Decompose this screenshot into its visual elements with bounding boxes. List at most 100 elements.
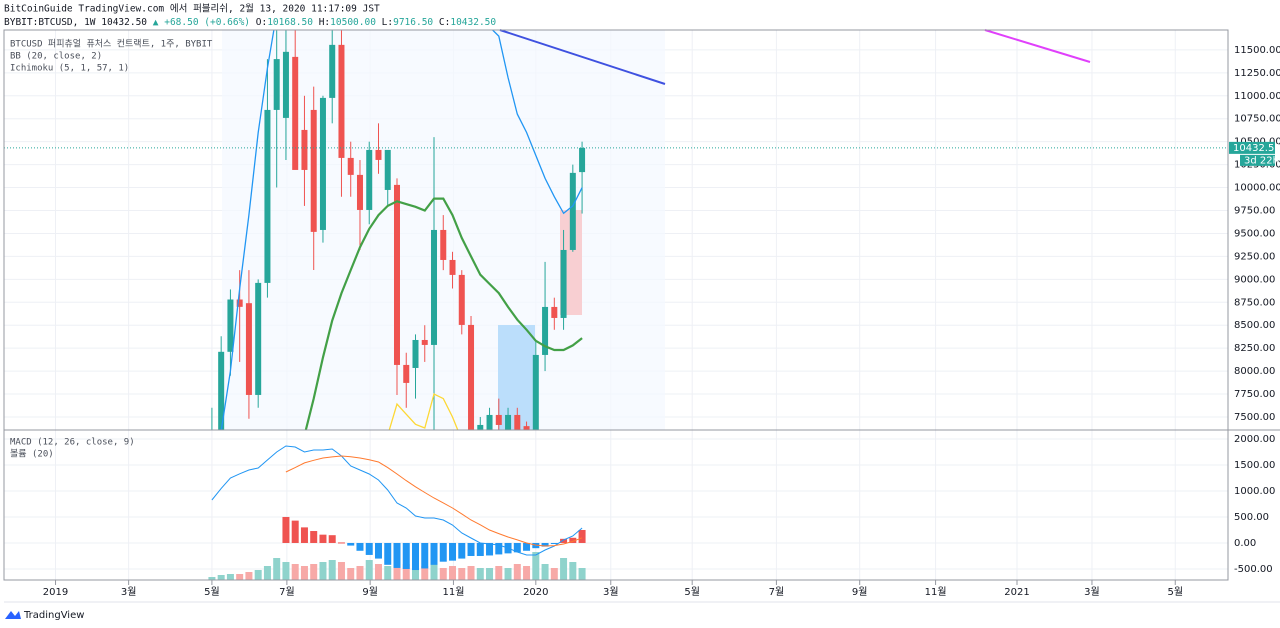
volume-bar (319, 562, 327, 580)
volume-bar (560, 558, 568, 580)
volume-bar (236, 574, 244, 580)
candle-body (551, 306, 558, 318)
volume-bar (245, 572, 253, 580)
x-tick-label: 7월 (279, 586, 295, 598)
y-tick-label: 10000.00 (1234, 183, 1280, 194)
histogram-bar (569, 537, 577, 543)
histogram-bar (365, 542, 373, 555)
volume-bar (226, 574, 234, 580)
x-tick-label: 2019 (43, 587, 68, 598)
x-tick-label: 3월 (603, 586, 619, 598)
logo: TradingView (5, 610, 84, 621)
candle-body (273, 59, 280, 110)
y-tick-label: 7500.00 (1234, 412, 1275, 423)
arrow: ▲ (153, 17, 159, 28)
candle-body (523, 426, 530, 430)
indicator-line (220, 30, 583, 430)
volume-bar (504, 568, 512, 580)
candle-body (218, 351, 225, 430)
histogram-bar (458, 542, 466, 559)
volume-bar (208, 577, 216, 580)
y-tick-label: 8500.00 (1234, 320, 1275, 331)
volume-bar (402, 564, 410, 580)
histogram-bar (384, 542, 392, 565)
candle-body (338, 44, 345, 158)
candle-body (384, 149, 391, 190)
histogram-bar (421, 542, 429, 569)
volume-bar (393, 558, 401, 580)
x-tick-label: 9월 (362, 586, 378, 598)
volume-bar (337, 562, 345, 580)
y-tick-label: 9500.00 (1234, 228, 1275, 239)
legend-entry: Ichimoku (5, 1, 57, 1) (10, 64, 129, 74)
indicator-line (285, 455, 583, 547)
histogram-bar (374, 542, 382, 559)
candle-body (514, 414, 521, 430)
volume-bar (421, 566, 429, 580)
candle-body (421, 339, 428, 345)
x-tick-label: 7월 (769, 586, 785, 598)
candle-body (310, 109, 317, 232)
x-tick-label: 9월 (852, 586, 868, 598)
histogram-bar (467, 542, 475, 556)
candle-body (532, 354, 539, 430)
countdown-box (1240, 154, 1275, 166)
candle-body (227, 299, 234, 352)
x-tick-label: 5월 (684, 586, 700, 598)
change: +68.50 (+0.66%) (164, 17, 250, 28)
volume-bar (430, 564, 438, 580)
y-tick-label: 11250.00 (1234, 68, 1280, 79)
x-tick-label: 3월 (121, 586, 137, 598)
price-pane (211, 30, 586, 430)
candle-body (458, 274, 465, 325)
volume-bar (569, 562, 577, 580)
histogram-bar (476, 542, 484, 556)
candle-body (468, 324, 475, 430)
candle-body (579, 147, 586, 173)
ohlc-label: O: (256, 17, 267, 28)
histogram-bar (449, 542, 457, 561)
candle-body (366, 149, 373, 210)
countdown: 3d 22h (1244, 155, 1279, 166)
x-tick-label: 11월 (925, 586, 947, 598)
candle-body (505, 414, 512, 430)
x-tick-label: 5월 (204, 586, 220, 598)
candle-body (347, 157, 354, 175)
ohlc-value: 9716.50 (393, 17, 433, 28)
volume-bar (495, 566, 503, 580)
symbol-line: BYBIT:BTCUSD, 1W 10432.50 ▲ +68.50 (+0.6… (4, 17, 496, 28)
y-tick-label: 9750.00 (1234, 206, 1275, 217)
indicator-line (388, 393, 459, 430)
y-tick-label: 1000.00 (1234, 486, 1275, 497)
y-tick-label: -500.00 (1234, 564, 1273, 575)
ohlc-label: H: (319, 17, 330, 28)
candle-body (375, 149, 382, 160)
volume-bar (328, 560, 336, 580)
x-tick-label: 2020 (523, 587, 548, 598)
y-tick-label: 7750.00 (1234, 389, 1275, 400)
trend-line (499, 29, 666, 85)
y-tick-label: 11500.00 (1234, 45, 1280, 56)
histogram-bar (402, 542, 410, 569)
y-tick-label: 11000.00 (1234, 91, 1280, 102)
volume-bar (523, 566, 531, 580)
candle-body (264, 109, 271, 283)
volume-bar (439, 568, 447, 580)
candle-body (245, 303, 252, 395)
volume-bar (412, 568, 420, 580)
ohlc-value: 10432.50 (450, 17, 496, 28)
histogram-bar (412, 542, 420, 571)
macd-pane (208, 445, 586, 580)
volume-bar (374, 564, 382, 580)
volume-bar (578, 568, 586, 580)
publisher-line: BitCoinGuide TradingView.com 에서 퍼블리쉬, 2월… (4, 3, 380, 15)
x-tick-label: 3월 (1084, 586, 1100, 598)
histogram-bar (347, 542, 355, 546)
last: 10432.50 (101, 17, 147, 28)
indicator-line (304, 197, 583, 430)
histogram-bar (328, 535, 336, 543)
candle-body (542, 306, 549, 355)
candle-body (569, 172, 576, 250)
indicator-line (211, 445, 583, 556)
volume-bar (291, 564, 299, 580)
